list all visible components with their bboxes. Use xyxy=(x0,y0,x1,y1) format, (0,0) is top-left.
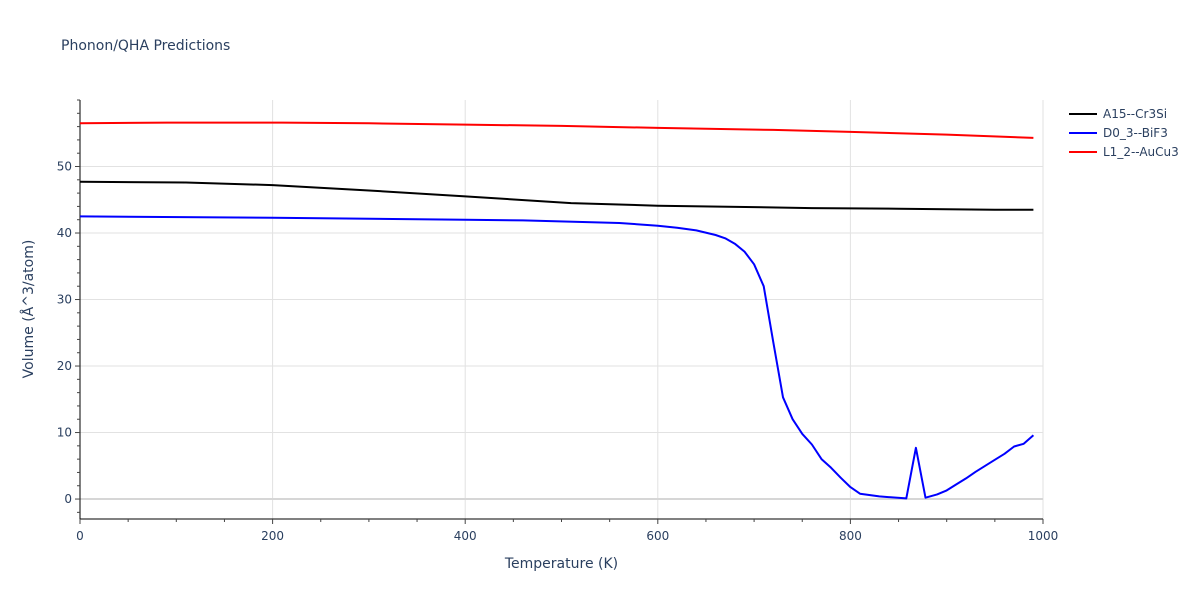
y-tick-label: 50 xyxy=(57,160,72,174)
y-tick-label: 10 xyxy=(57,426,72,440)
legend-item-1[interactable]: D0_3--BiF3 xyxy=(1069,126,1168,140)
x-tick-label: 600 xyxy=(646,529,669,543)
chart-title: Phonon/QHA Predictions xyxy=(61,38,230,54)
x-tick-label: 200 xyxy=(261,529,284,543)
legend-item-2[interactable]: L1_2--AuCu3 xyxy=(1069,145,1179,159)
axes: 0 200 400 600 800 1000 0 10 20 30 40 50 xyxy=(57,99,1059,543)
x-tick-label: 0 xyxy=(76,529,84,543)
legend[interactable]: A15--Cr3Si D0_3--BiF3 L1_2--AuCu3 xyxy=(1069,107,1179,159)
plot-area xyxy=(79,121,1035,500)
y-tick-label: 30 xyxy=(57,293,72,307)
x-tick-label: 400 xyxy=(454,529,477,543)
y-tick-label: 40 xyxy=(57,226,72,240)
legend-label: A15--Cr3Si xyxy=(1103,107,1167,121)
series-line-2 xyxy=(79,121,1034,139)
grid xyxy=(80,100,1044,519)
legend-label: D0_3--BiF3 xyxy=(1103,126,1168,140)
x-axis-title: Temperature (K) xyxy=(504,556,618,572)
legend-label: L1_2--AuCu3 xyxy=(1103,145,1179,159)
x-tick-label: 1000 xyxy=(1028,529,1059,543)
y-axis-title: Volume (Å^3/atom) xyxy=(20,240,37,379)
x-tick-label: 800 xyxy=(839,529,862,543)
legend-item-0[interactable]: A15--Cr3Si xyxy=(1069,107,1167,121)
series-line-1 xyxy=(79,215,1035,500)
y-tick-label: 20 xyxy=(57,359,72,373)
y-tick-label: 0 xyxy=(64,492,72,506)
series-line-0 xyxy=(79,180,1034,211)
